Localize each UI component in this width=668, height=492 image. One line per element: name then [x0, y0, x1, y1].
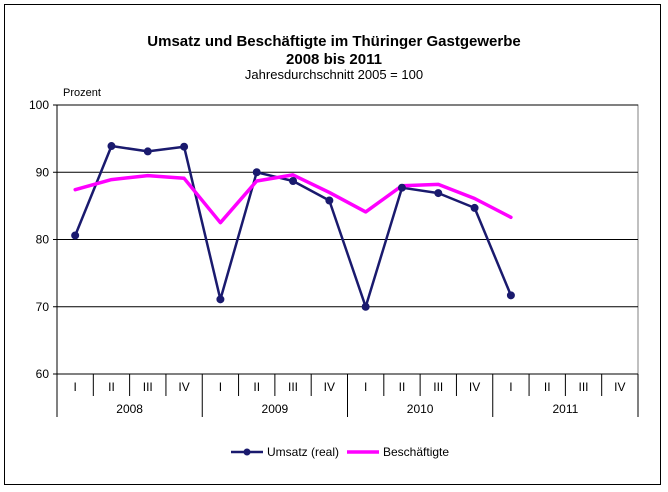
data-point [397, 183, 406, 192]
data-point [252, 168, 261, 177]
data-point [361, 302, 370, 311]
y-tick-label: 90 [36, 165, 50, 179]
data-point [107, 142, 116, 151]
x-tick-label: III [143, 380, 153, 394]
x-tick-label: II [253, 380, 260, 394]
data-point [325, 196, 334, 205]
x-tick-label: III [288, 380, 298, 394]
x-tick-label: I [364, 380, 367, 394]
x-tick-label: IV [469, 380, 480, 394]
y-tick-label: 100 [29, 98, 49, 112]
x-tick-label: IV [614, 380, 625, 394]
x-tick-label: II [399, 380, 406, 394]
y-axis-label: Prozent [63, 87, 101, 99]
x-tick-label: III [579, 380, 589, 394]
series-line-beschaeftigte [73, 173, 513, 225]
legend: Umsatz (real) Beschäftigte [231, 445, 449, 459]
data-point [71, 231, 80, 240]
x-tick-label: IV [178, 380, 189, 394]
data-point [180, 142, 189, 151]
data-point [289, 176, 298, 185]
x-tick-label: II [108, 380, 115, 394]
x-tick-label: I [219, 380, 222, 394]
y-tick-label: 60 [36, 367, 50, 381]
data-point [470, 203, 479, 212]
legend-label-umsatz: Umsatz (real) [267, 445, 339, 459]
chart-title: Umsatz und Beschäftigte im Thüringer Gas… [147, 33, 521, 50]
year-label: 2011 [552, 402, 578, 416]
year-label: 2009 [262, 402, 289, 416]
legend-marker-umsatz [243, 448, 251, 456]
data-point [216, 295, 225, 304]
chart-subtitle-2: Jahresdurchschnitt 2005 = 100 [244, 67, 424, 82]
chart-subtitle: 2008 bis 2011 [286, 51, 382, 68]
y-tick-label: 80 [36, 233, 50, 247]
year-label: 2008 [116, 402, 143, 416]
x-tick-label: I [509, 380, 512, 394]
y-tick-label: 70 [36, 300, 50, 314]
data-point [506, 291, 515, 300]
data-point [143, 147, 152, 156]
year-label: 2010 [407, 402, 434, 416]
data-point [434, 189, 443, 198]
x-tick-label: III [433, 380, 443, 394]
x-tick-label: II [544, 380, 551, 394]
x-tick-label: I [73, 380, 76, 394]
legend-label-beschaeftigte: Beschäftigte [383, 445, 449, 459]
x-tick-label: IV [324, 380, 335, 394]
